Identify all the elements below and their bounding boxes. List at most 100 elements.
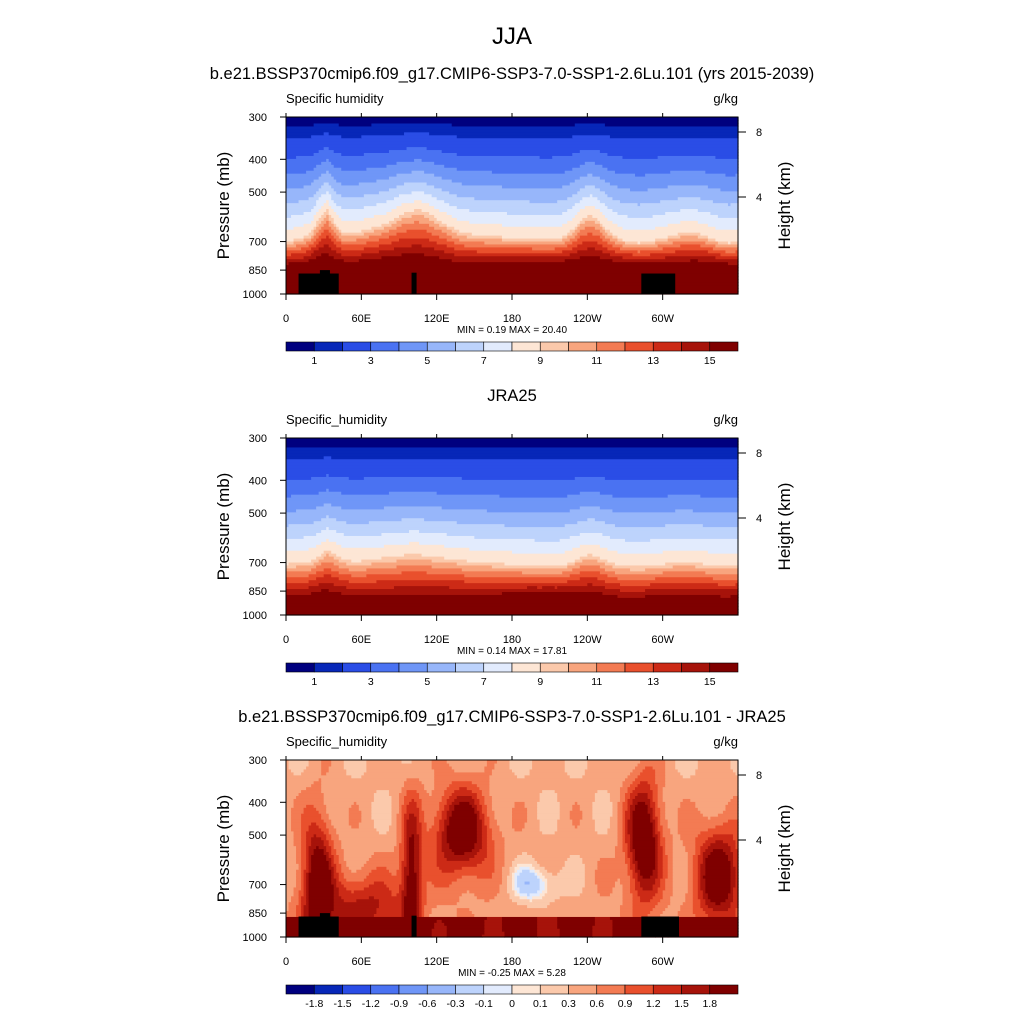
heatmap-cell: [519, 866, 531, 870]
heatmap-cell: [441, 833, 448, 838]
heatmap-cell: [732, 892, 739, 897]
heatmap-cell: [672, 833, 681, 838]
heatmap-cell: [707, 249, 727, 254]
heatmap-cell: [630, 845, 634, 850]
heatmap-cell: [612, 258, 691, 263]
heatmap-cell: [371, 807, 393, 811]
heatmap-cell: [672, 842, 684, 847]
colorbar-box: [483, 662, 513, 673]
heatmap-cell: [702, 854, 709, 858]
heatmap-cell: [404, 819, 408, 823]
heatmap-cell: [391, 240, 438, 245]
heatmap-cell: [303, 223, 317, 227]
heatmap-cell: [707, 854, 729, 858]
heatmap-cell: [619, 786, 629, 791]
heatmap-cell: [286, 246, 302, 251]
heatmap-cell: [419, 529, 739, 533]
heatmap-cell: [476, 839, 483, 844]
heatmap-cell: [421, 848, 438, 853]
heatmap-cell: [388, 149, 443, 153]
heatmap-cell: [426, 880, 433, 885]
heatmap-cell: [446, 827, 478, 832]
heatmap-cell: [333, 860, 340, 864]
heatmap-cell: [625, 792, 631, 796]
heatmap-cell: [454, 804, 473, 808]
heatmap-cell: [675, 508, 694, 513]
heatmap-cell: [326, 214, 330, 218]
heatmap-cell: [401, 824, 405, 829]
heatmap-cell: [705, 898, 711, 903]
colorbar-box: [568, 662, 598, 673]
colorbar-box: [709, 341, 739, 352]
heatmap-cell: [700, 878, 706, 882]
heatmap-cell: [705, 869, 732, 873]
heatmap-cell: [662, 875, 669, 879]
heatmap-cell: [481, 830, 488, 835]
heatmap-cell: [690, 258, 699, 263]
heatmap-cell: [303, 810, 320, 814]
heatmap-cell: [647, 810, 654, 814]
heatmap-cell: [715, 824, 739, 829]
heatmap-cell: [446, 928, 485, 932]
heatmap-cell: [690, 798, 732, 802]
heatmap-cell: [401, 863, 408, 867]
heatmap-cell: [326, 190, 330, 195]
heatmap-cell: [619, 910, 634, 914]
heatmap-cell: [725, 807, 739, 811]
heatmap-cell: [429, 217, 438, 221]
heatmap-cell: [702, 523, 739, 528]
heatmap-cell: [391, 795, 400, 799]
heatmap-cell: [471, 804, 478, 808]
heatmap-cell: [567, 196, 583, 201]
heatmap-cell: [326, 810, 350, 814]
heatmap-cell: [286, 889, 295, 894]
heatmap-cell: [298, 792, 325, 796]
heatmap-cell: [446, 223, 503, 227]
heatmap-cell: [501, 237, 563, 242]
heatmap-cell: [650, 783, 659, 788]
heatmap-cell: [577, 223, 581, 227]
panel-difference: 0 60E 120E 180 120W 60W300400500700850100048P…: [214, 734, 794, 1010]
heatmap-cell: [501, 878, 508, 882]
heatmap-cell: [286, 473, 327, 477]
heatmap-cell: [333, 889, 340, 894]
heatmap-cell: [564, 240, 573, 245]
heatmap-cell: [336, 883, 345, 888]
heatmap-cell: [328, 851, 332, 855]
heatmap-cell: [625, 813, 631, 817]
heatmap-cell: [439, 235, 453, 239]
heatmap-cell: [514, 892, 521, 897]
heatmap-cell: [366, 765, 433, 770]
heatmap-cell: [401, 804, 408, 808]
heatmap-cell: [436, 813, 443, 817]
heatmap-cell: [547, 883, 586, 888]
heatmap-cell: [323, 502, 332, 507]
heatmap-cell: [301, 830, 307, 835]
heatmap-cell: [456, 205, 573, 210]
heatmap-cell: [717, 813, 739, 817]
heatmap-cell: [572, 205, 586, 210]
heatmap-cell: [286, 863, 300, 867]
heatmap-cell: [296, 564, 317, 569]
heatmap-cell: [625, 819, 629, 823]
heatmap-cell: [411, 243, 423, 248]
heatmap-cell: [662, 570, 706, 575]
heatmap-cell: [296, 857, 302, 861]
heatmap-cell: [630, 866, 636, 870]
heatmap-cell: [630, 804, 636, 808]
heatmap-cell: [301, 836, 307, 841]
heatmap-cell: [682, 774, 691, 779]
heatmap-cell: [326, 170, 330, 174]
heatmap-cell: [414, 854, 420, 858]
heatmap-cell: [617, 804, 624, 808]
heatmap-cell: [293, 226, 315, 230]
heatmap-cell: [331, 880, 337, 885]
heatmap-cell: [336, 226, 340, 230]
heatmap-cell: [414, 798, 423, 802]
heatmap-cell: [293, 842, 302, 847]
heatmap-cell: [326, 473, 330, 477]
heatmap-cell: [662, 830, 671, 835]
heatmap-cell: [630, 863, 636, 867]
heatmap-cell: [424, 214, 435, 218]
heatmap-cell: [306, 898, 310, 903]
